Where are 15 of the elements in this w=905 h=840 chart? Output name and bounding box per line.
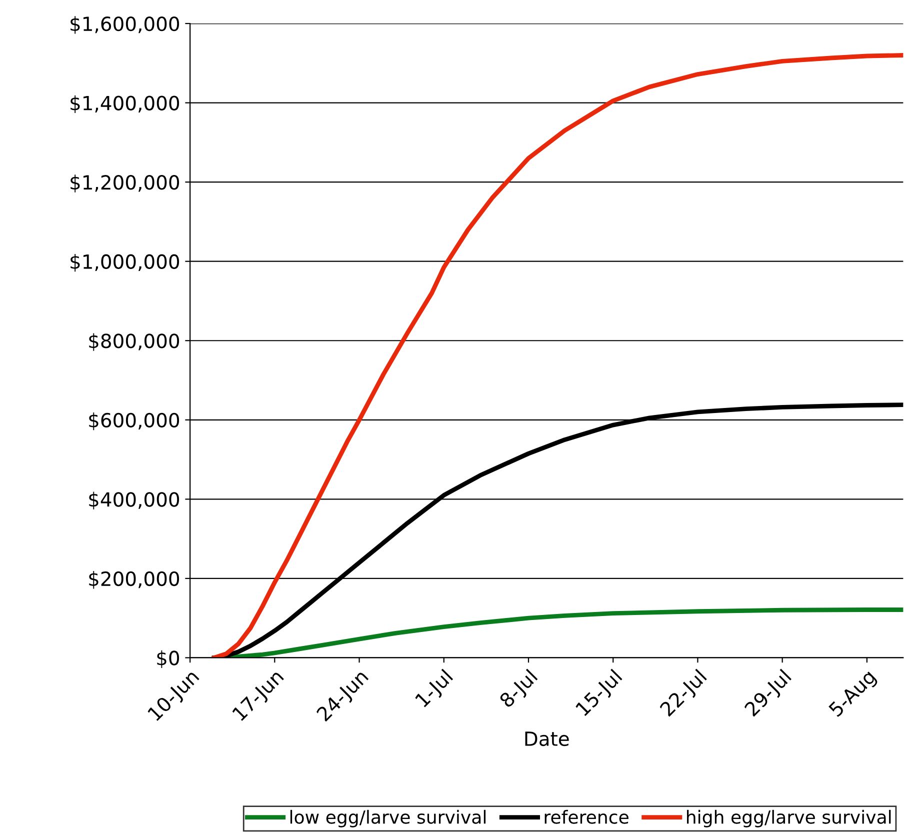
legend-label: low egg/larve survival: [290, 810, 486, 828]
y-tick-label: $0: [157, 650, 180, 668]
y-tick-label: $1,400,000: [70, 95, 180, 114]
legend-label: high egg/larve survival: [687, 810, 891, 828]
line-series: [212, 53, 904, 658]
y-tick-label: $800,000: [89, 333, 180, 351]
line-series: [212, 608, 904, 658]
y-tick-label: $1,000,000: [70, 254, 180, 272]
y-tick-label: $1,600,000: [70, 16, 180, 34]
x-axis-title: Date: [525, 732, 569, 746]
y-tick-label: $600,000: [89, 412, 180, 430]
y-tick-label: $1,200,000: [70, 174, 180, 192]
y-tick-label: $200,000: [89, 571, 180, 589]
y-tick-label: $400,000: [89, 492, 180, 510]
legend-label: reference: [544, 810, 628, 824]
